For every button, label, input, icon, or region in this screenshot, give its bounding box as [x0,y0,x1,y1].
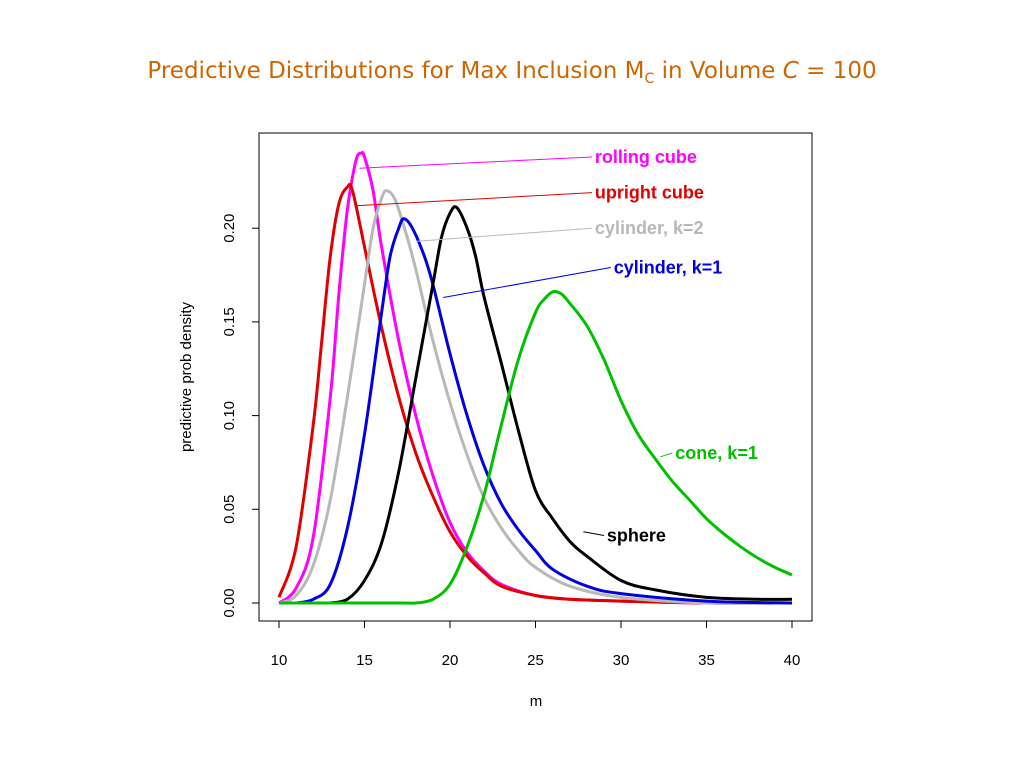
y-tick-label: 0.20 [221,214,238,243]
slide-title: Predictive Distributions for Max Inclusi… [0,58,1024,87]
x-tick-label: 25 [527,652,544,669]
annotation-leader [660,452,673,458]
axes: 10 15 20 25 30 35 40 0.00 0.05 0.10 0.15 0.20 [221,214,800,669]
annotation-leader [443,267,611,299]
title-italic: C [782,58,799,84]
annotation-label: cone, k=1 [675,443,758,463]
series-line-cone-k-1 [279,290,793,605]
series-line-cylinder-k-2 [278,189,793,605]
x-tick-label: 15 [356,652,373,669]
x-tick-label: 30 [613,652,630,669]
annotation-leader [359,156,592,169]
x-tick-label: 35 [698,652,715,669]
annotation-leader [583,531,604,537]
series-line-sphere [329,205,793,605]
series-line-upright-cube [277,182,793,605]
x-axis-label: m [530,693,543,710]
series-lines [277,150,793,605]
y-tick-label: 0.05 [221,495,238,524]
annotations: rolling cube upright cube cylinder, k=2 cyl… [355,147,758,546]
annotation-label: cylinder, k=2 [595,218,704,238]
series-line-rolling-cube [278,150,793,605]
x-tick-label: 40 [784,652,801,669]
y-axis-label: predictive prob density [178,301,195,452]
x-tick-label: 20 [442,652,459,669]
title-middle: in Volume [654,58,783,84]
y-tick-label: 0.15 [221,307,238,336]
annotation-label: upright cube [595,183,704,203]
x-tick-label: 10 [271,652,288,669]
title-subscript: C [644,71,655,87]
annotation-label: cylinder, k=1 [614,258,723,278]
annotation-leader [355,192,592,207]
title-prefix: Predictive Distributions for Max Inclusi… [147,58,645,84]
annotation-leader [415,227,592,242]
y-tick-label: 0.00 [221,588,238,617]
annotation-label: rolling cube [595,147,697,167]
annotation-label: sphere [607,526,666,546]
title-suffix: = 100 [798,58,877,84]
y-tick-label: 0.10 [221,401,238,430]
